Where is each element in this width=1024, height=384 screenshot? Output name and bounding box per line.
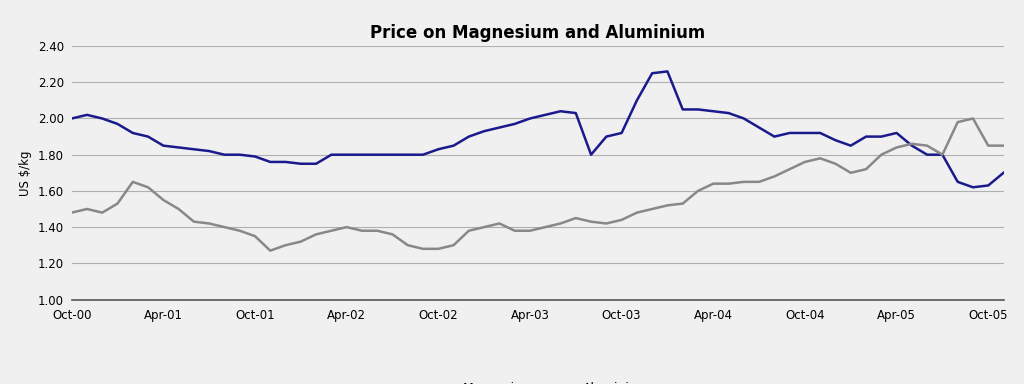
Aluminium <box>142 185 155 190</box>
Magnesium <box>997 170 1010 175</box>
Y-axis label: US $/kg: US $/kg <box>19 150 33 195</box>
Magnesium <box>142 134 155 139</box>
Line: Aluminium: Aluminium <box>72 119 1004 251</box>
Aluminium <box>66 210 78 215</box>
Aluminium <box>997 143 1010 148</box>
Aluminium <box>539 225 551 229</box>
Aluminium <box>967 116 979 121</box>
Magnesium <box>524 116 537 121</box>
Legend: Magnesium, Aluminium: Magnesium, Aluminium <box>421 377 654 384</box>
Aluminium <box>646 207 658 211</box>
Magnesium <box>967 185 979 190</box>
Magnesium <box>66 116 78 121</box>
Magnesium <box>891 131 903 135</box>
Line: Magnesium: Magnesium <box>72 71 1004 187</box>
Magnesium <box>249 154 261 159</box>
Magnesium <box>631 98 643 103</box>
Aluminium <box>264 248 276 253</box>
Magnesium <box>310 161 323 166</box>
Magnesium <box>662 69 674 74</box>
Aluminium <box>326 228 338 233</box>
Title: Price on Magnesium and Aluminium: Price on Magnesium and Aluminium <box>370 24 706 42</box>
Aluminium <box>249 234 261 238</box>
Aluminium <box>891 145 903 150</box>
